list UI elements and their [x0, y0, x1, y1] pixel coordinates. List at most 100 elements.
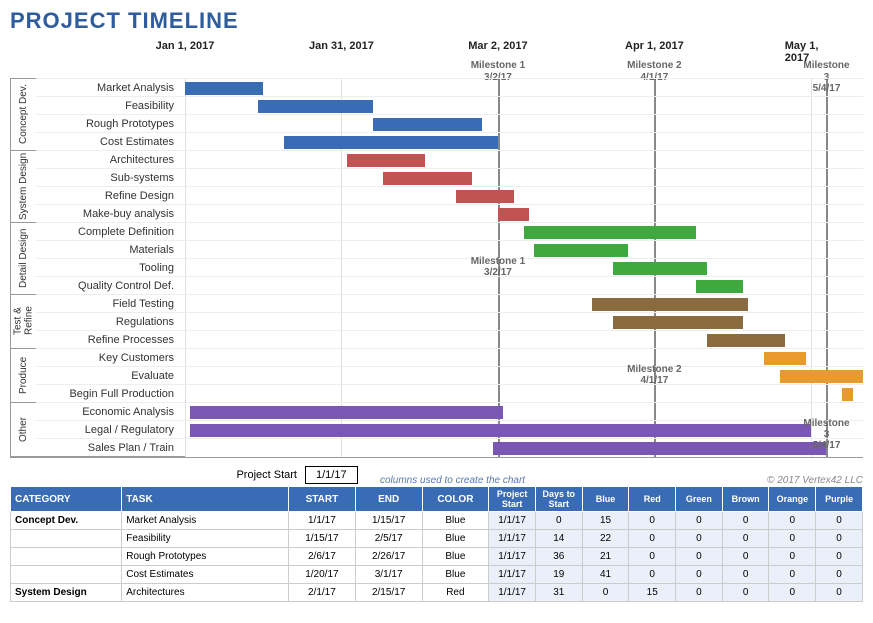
gantt-bar — [613, 262, 707, 275]
task-row: Economic Analysis — [36, 402, 863, 420]
table-cell: 2/1/17 — [289, 584, 356, 602]
row-milestone-label: Milestone 35/4/17 — [803, 418, 849, 451]
task-label: Rough Prototypes — [36, 115, 180, 133]
table-header: Red — [629, 487, 676, 512]
task-label: Feasibility — [36, 97, 180, 115]
task-row: Sales Plan / Train — [36, 438, 863, 456]
task-row: Cost Estimates — [36, 132, 863, 150]
task-label: Market Analysis — [36, 79, 180, 97]
page-title: PROJECT TIMELINE — [0, 0, 873, 38]
gantt-bar — [592, 298, 748, 311]
table-header: END — [355, 487, 422, 512]
table-header: Orange — [769, 487, 816, 512]
table-header: START — [289, 487, 356, 512]
task-label: Economic Analysis — [36, 403, 180, 421]
table-row: Rough Prototypes2/6/172/26/17Blue1/1/173… — [11, 548, 863, 566]
gantt-bar — [498, 208, 529, 221]
table-cell: Architectures — [122, 584, 289, 602]
gantt-bar — [493, 442, 827, 455]
date-tick: Jan 31, 2017 — [309, 40, 374, 52]
gantt-bar — [613, 316, 743, 329]
task-label: Make-buy analysis — [36, 205, 180, 223]
task-label: Complete Definition — [36, 223, 180, 241]
task-label: Sales Plan / Train — [36, 439, 180, 457]
table-header: Days to Start — [535, 487, 582, 512]
table-cell: Cost Estimates — [122, 566, 289, 584]
table-cell: Market Analysis — [122, 512, 289, 530]
table-cell: 2/5/17 — [355, 530, 422, 548]
table-cell: 3/1/17 — [355, 566, 422, 584]
task-row: Begin Full Production — [36, 384, 863, 402]
table-cell: 1/1/17 — [289, 512, 356, 530]
table-cell: 14 — [535, 530, 582, 548]
group-label: Concept Dev. — [10, 78, 36, 150]
task-row: Market Analysis — [36, 78, 863, 96]
table-cell: 2/6/17 — [289, 548, 356, 566]
gantt-bar — [707, 334, 785, 347]
date-tick: Mar 2, 2017 — [468, 40, 527, 52]
table-cell: 1/1/17 — [489, 530, 536, 548]
data-table-section: Project Start 1/1/17 columns used to cre… — [10, 466, 863, 602]
table-cell: Blue — [422, 530, 489, 548]
table-cell: Blue — [422, 548, 489, 566]
row-milestone-label: Milestone 13/2/17 — [471, 256, 525, 278]
table-cell: Blue — [422, 512, 489, 530]
table-cell: 1/1/17 — [489, 566, 536, 584]
table-cell — [11, 548, 122, 566]
gantt-bar — [524, 226, 696, 239]
date-tick: Apr 1, 2017 — [625, 40, 684, 52]
table-header: TASK — [122, 487, 289, 512]
table-cell: 1/20/17 — [289, 566, 356, 584]
table-header: Project Start — [489, 487, 536, 512]
gantt-bar — [842, 388, 852, 401]
gantt-bar — [373, 118, 483, 131]
columns-note: columns used to create the chart — [380, 475, 713, 486]
data-table: CATEGORYTASKSTARTENDCOLORProject StartDa… — [10, 486, 863, 602]
gantt-bar — [284, 136, 498, 149]
task-label: Legal / Regulatory — [36, 421, 180, 439]
task-row: Regulations — [36, 312, 863, 330]
task-label: Architectures — [36, 151, 180, 169]
group-label: System Design — [10, 150, 36, 222]
task-label: Quality Control Def. — [36, 277, 180, 295]
task-row: Complete Definition — [36, 222, 863, 240]
table-cell: Feasibility — [122, 530, 289, 548]
task-label: Materials — [36, 241, 180, 259]
table-row: Concept Dev.Market Analysis1/1/171/15/17… — [11, 512, 863, 530]
gantt-bar — [258, 100, 373, 113]
date-axis: Jan 1, 2017Jan 31, 2017Mar 2, 2017Apr 1,… — [185, 38, 863, 58]
date-tick: Jan 1, 2017 — [156, 40, 215, 52]
task-label: Regulations — [36, 313, 180, 331]
task-row: Quality Control Def. — [36, 276, 863, 294]
task-row: Rough Prototypes — [36, 114, 863, 132]
table-cell: System Design — [11, 584, 122, 602]
table-cell: 2/15/17 — [355, 584, 422, 602]
table-cell — [11, 566, 122, 584]
table-header: Blue — [582, 487, 629, 512]
task-row: Key Customers — [36, 348, 863, 366]
task-row: Feasibility — [36, 96, 863, 114]
project-start-value: 1/1/17 — [305, 466, 358, 484]
task-row: Field Testing — [36, 294, 863, 312]
gantt-bar — [185, 82, 263, 95]
group-label: Detail Design — [10, 222, 36, 294]
table-cell: 1/15/17 — [289, 530, 356, 548]
table-cell: 2/26/17 — [355, 548, 422, 566]
task-row: Tooling — [36, 258, 863, 276]
table-cell: Concept Dev. — [11, 512, 122, 530]
gantt-bar — [696, 280, 743, 293]
group-label: Test & Refine — [10, 294, 36, 348]
gantt-bar — [190, 406, 503, 419]
task-label: Cost Estimates — [36, 133, 180, 151]
project-start-label: Project Start — [10, 469, 305, 481]
task-row: Make-buy analysis — [36, 204, 863, 222]
task-label: Key Customers — [36, 349, 180, 367]
table-cell: 0 — [535, 512, 582, 530]
table-header: CATEGORY — [11, 487, 122, 512]
table-cell: Rough Prototypes — [122, 548, 289, 566]
task-row: Sub-systems — [36, 168, 863, 186]
table-header: COLOR — [422, 487, 489, 512]
gantt-bar — [764, 352, 806, 365]
table-header: Brown — [722, 487, 769, 512]
task-label: Refine Design — [36, 187, 180, 205]
